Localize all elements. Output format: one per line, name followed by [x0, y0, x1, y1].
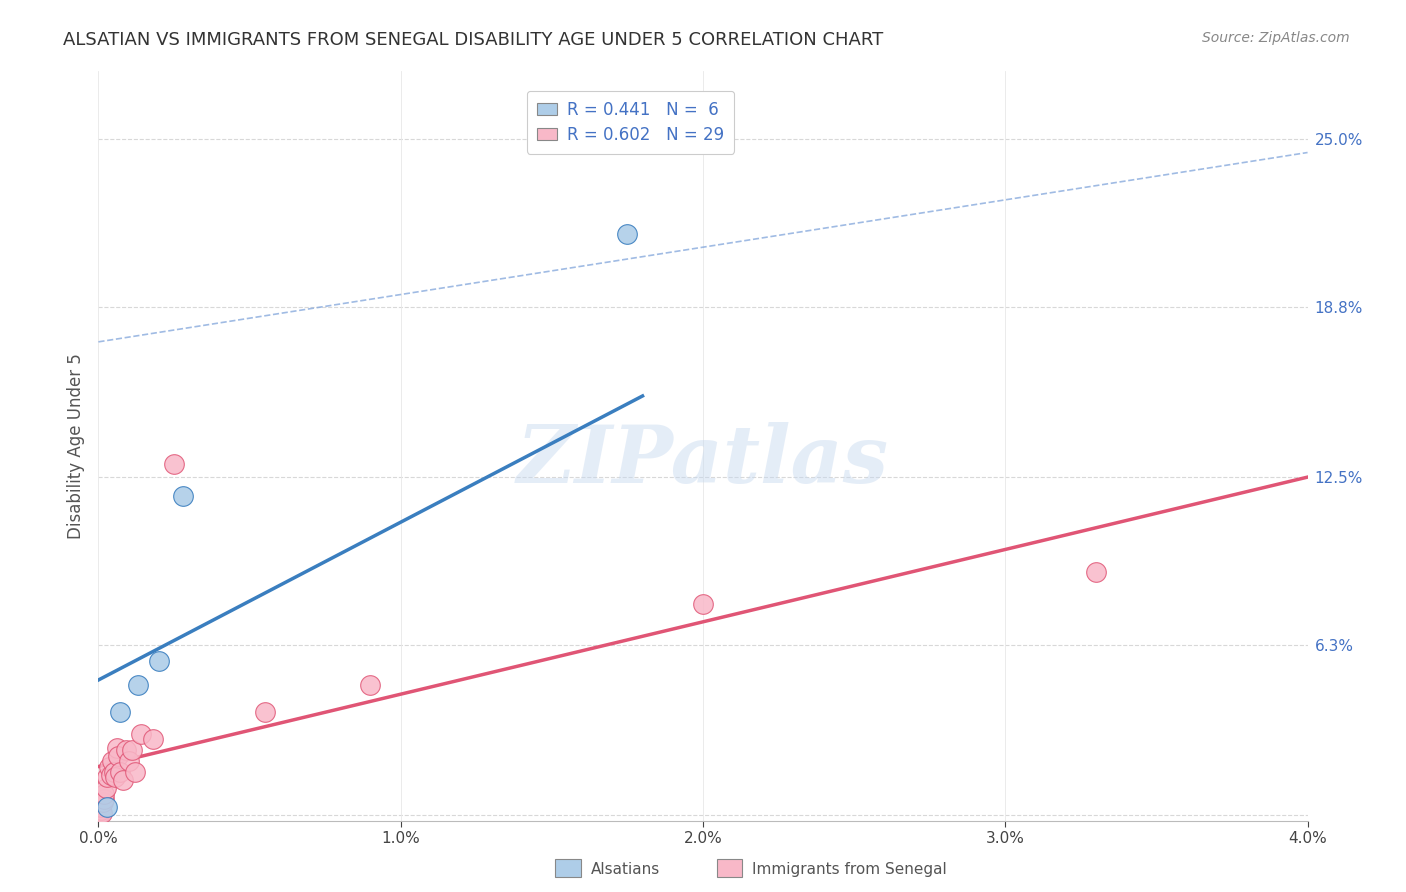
Point [94, 781, 117, 796]
Point [148, 654, 170, 668]
FancyBboxPatch shape [555, 859, 581, 877]
Text: ZIPatlas: ZIPatlas [517, 422, 889, 500]
Point [90, 803, 112, 817]
Point [105, 740, 128, 755]
Point [692, 597, 714, 611]
Point [111, 773, 134, 788]
Point [104, 770, 127, 784]
Y-axis label: Disability Age Under 5: Disability Age Under 5 [66, 353, 84, 539]
Point [100, 767, 122, 781]
Text: Source: ZipAtlas.com: Source: ZipAtlas.com [1202, 31, 1350, 45]
Point [89, 805, 111, 820]
Text: ALSATIAN VS IMMIGRANTS FROM SENEGAL DISABILITY AGE UNDER 5 CORRELATION CHART: ALSATIAN VS IMMIGRANTS FROM SENEGAL DISA… [63, 31, 883, 49]
Point [142, 732, 165, 747]
Point [96, 800, 118, 814]
Point [108, 706, 131, 720]
Point [129, 727, 152, 741]
Point [101, 754, 124, 768]
Point [90, 800, 112, 814]
Point [360, 678, 382, 692]
Point [114, 743, 136, 757]
Point [121, 743, 143, 757]
Point [91, 795, 114, 809]
Point [172, 489, 194, 503]
Point [108, 764, 131, 779]
Legend: R = 0.441   N =  6, R = 0.602   N = 29: R = 0.441 N = 6, R = 0.602 N = 29 [527, 91, 734, 153]
Point [107, 748, 129, 763]
Point [98, 759, 121, 773]
Point [93, 787, 115, 801]
Point [1085, 565, 1108, 579]
Point [253, 706, 276, 720]
Text: Alsatians: Alsatians [591, 863, 659, 877]
Point [96, 770, 118, 784]
FancyBboxPatch shape [717, 859, 742, 877]
Point [103, 764, 125, 779]
Point [93, 792, 115, 806]
Point [163, 457, 186, 471]
Point [91, 805, 114, 820]
Point [127, 678, 149, 692]
Point [124, 764, 146, 779]
Point [118, 754, 141, 768]
Text: Immigrants from Senegal: Immigrants from Senegal [752, 863, 948, 877]
Point [616, 227, 638, 241]
